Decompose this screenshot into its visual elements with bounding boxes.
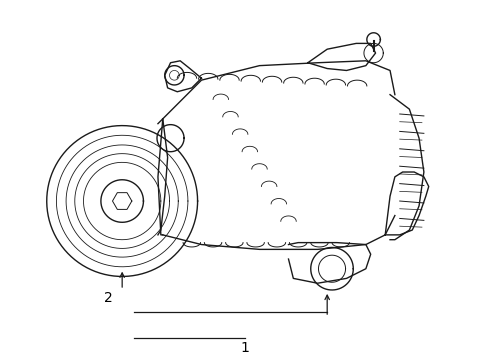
Text: 2: 2 <box>103 291 112 305</box>
Text: 1: 1 <box>240 341 249 355</box>
